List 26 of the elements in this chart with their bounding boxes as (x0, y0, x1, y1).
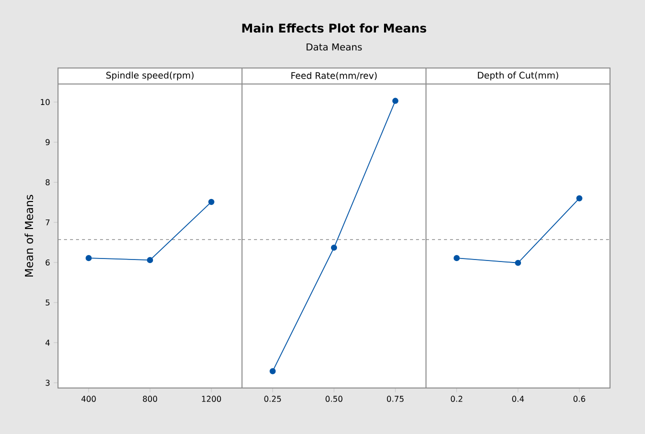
point (208, 198, 214, 205)
x-tick-label: 0.2 (450, 396, 462, 402)
x-tick-label: 0.25 (264, 396, 281, 402)
y-tick-label: 6 (46, 259, 50, 266)
chart-title: Main Effects Plot for Means (242, 23, 426, 33)
x-tick-label: 0.6 (574, 396, 586, 402)
x-axis-title: Feed Rate(mm/rev) (291, 72, 377, 80)
x-tick-label: 0.50 (326, 396, 342, 402)
x-axis-title: Spindle speed(rpm) (106, 72, 194, 80)
y-tick-label: 10 (40, 99, 50, 106)
x-tick-label: 1200 (202, 396, 221, 402)
y-tick-label: 3 (46, 380, 50, 386)
y-axis-title: Mean of Means (24, 194, 34, 277)
point (86, 255, 92, 262)
x-tick-label: 0.4 (512, 396, 524, 402)
x-tick-label: 400 (81, 396, 96, 402)
y-tick-label: 4 (46, 340, 50, 346)
point (146, 257, 154, 264)
y-tick-label: 9 (46, 139, 50, 146)
x-axis-title: Depth of Cut(mm) (478, 72, 558, 80)
y-tick-label: 5 (46, 300, 50, 306)
x-tick-label: 0.75 (386, 396, 404, 402)
chart-subtitle: Data Means (306, 43, 362, 51)
y-tick-label: 8 (46, 179, 50, 186)
y-tick-label: 7 (46, 219, 50, 226)
x-tick-label: 800 (142, 396, 158, 402)
